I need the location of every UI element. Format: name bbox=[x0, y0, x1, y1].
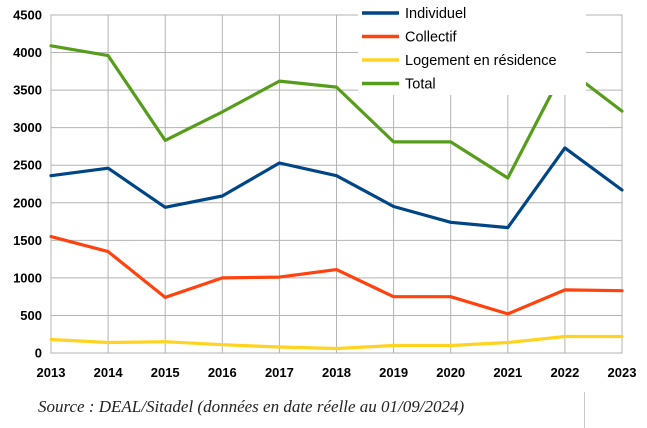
series-line-total bbox=[49, 44, 624, 180]
y-tick-label: 3000 bbox=[13, 120, 42, 135]
y-tick-label: 4000 bbox=[13, 45, 42, 60]
x-tick-label: 2016 bbox=[208, 365, 237, 380]
legend-label: Logement en résidence bbox=[405, 53, 557, 69]
x-tick-label: 2023 bbox=[608, 365, 637, 380]
x-tick-label: 2018 bbox=[322, 365, 351, 380]
y-tick-label: 1000 bbox=[13, 270, 42, 285]
y-tick-label: 4500 bbox=[13, 8, 42, 23]
y-tick-label: 2000 bbox=[13, 195, 42, 210]
x-tick-label: 2014 bbox=[94, 365, 124, 380]
series-line-logement-en-r-sidence bbox=[49, 334, 624, 351]
x-tick-label: 2019 bbox=[379, 365, 408, 380]
y-tick-label: 0 bbox=[35, 346, 42, 361]
x-tick-label: 2013 bbox=[37, 365, 66, 380]
series-line-individuel bbox=[49, 146, 624, 230]
legend-label: Collectif bbox=[405, 30, 458, 46]
x-tick-label: 2015 bbox=[151, 365, 180, 380]
source-note: Source : DEAL/Sitadel (données en date r… bbox=[38, 397, 465, 416]
x-tick-label: 2020 bbox=[436, 365, 465, 380]
x-tick-label: 2017 bbox=[265, 365, 294, 380]
series-line-collectif bbox=[49, 235, 624, 316]
plot-area-border bbox=[50, 14, 623, 354]
x-tick-label: 2021 bbox=[493, 365, 522, 380]
y-tick-label: 1500 bbox=[13, 233, 42, 248]
y-tick-label: 500 bbox=[20, 308, 42, 323]
legend-label: Total bbox=[405, 77, 436, 93]
x-tick-label: 2022 bbox=[550, 365, 579, 380]
legend-label: Individuel bbox=[405, 6, 466, 22]
divider bbox=[584, 392, 585, 428]
y-tick-label: 2500 bbox=[13, 158, 42, 173]
legend-background bbox=[358, 9, 586, 95]
y-tick-label: 3500 bbox=[13, 83, 42, 98]
